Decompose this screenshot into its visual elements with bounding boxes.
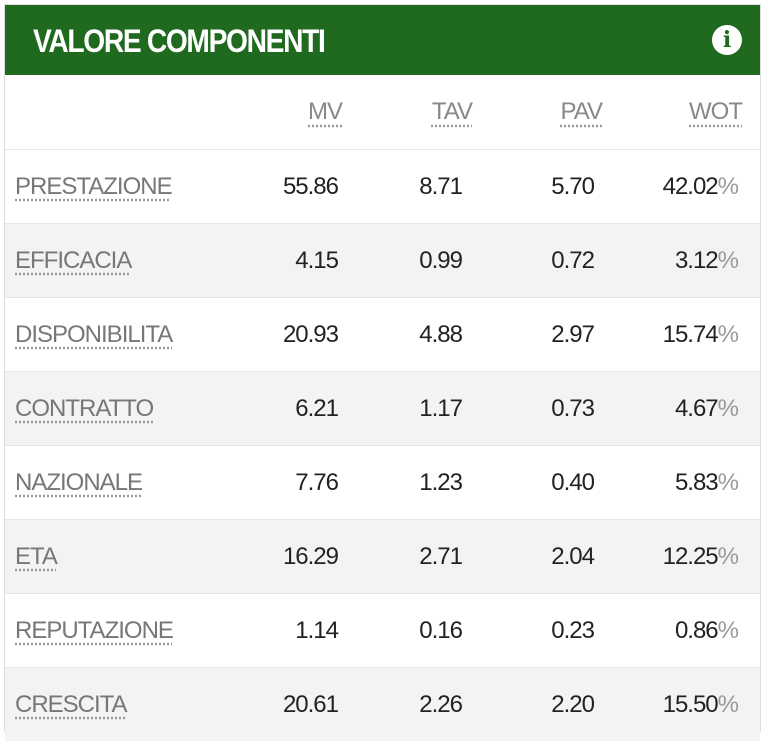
wot-unit: % [718,321,738,348]
value-cell: 4.15 [225,224,360,298]
value-cell: 20.93 [225,298,360,372]
info-icon[interactable]: i [712,25,742,55]
value-cell: 2.97 [490,298,620,372]
card: VALORE COMPONENTI i MV TAV PAV WOT PRESTAZI… [4,4,761,732]
wot-cell: 3.12% [620,224,760,298]
value-cell: 16.29 [225,520,360,594]
wot-value: 4.67 [675,395,718,422]
column-header-text: PAV [561,98,602,125]
row-label-cell: CONTRATTO [5,372,225,446]
wot-unit: % [718,173,738,200]
wot-value: 12.25 [663,543,718,570]
row-label-cell: CRESCITA [5,668,225,741]
wot-unit: % [718,469,738,496]
value-cell: 55.86 [225,150,360,224]
value-cell: 0.40 [490,446,620,520]
row-label: DISPONIBILITA [15,321,172,348]
column-header: MV [225,75,360,150]
row-label-cell: REPUTAZIONE [5,594,225,668]
column-header-text: MV [308,98,342,125]
column-header-text: WOT [689,98,742,125]
row-label-cell: ETA [5,520,225,594]
column-header: WOT [620,75,760,150]
value-cell: 2.04 [490,520,620,594]
value-cell: 0.23 [490,594,620,668]
value-cell: 1.17 [360,372,490,446]
wot-cell: 4.67% [620,372,760,446]
wot-unit: % [718,543,738,570]
wot-cell: 42.02% [620,150,760,224]
blank-header [5,75,225,150]
wot-value: 5.83 [675,469,718,496]
wot-value: 15.74 [663,321,718,348]
value-cell: 7.76 [225,446,360,520]
value-cell: 0.72 [490,224,620,298]
wot-unit: % [718,691,738,718]
wot-cell: 0.86% [620,594,760,668]
wot-cell: 15.74% [620,298,760,372]
value-cell: 0.73 [490,372,620,446]
wot-unit: % [718,247,738,274]
value-cell: 20.61 [225,668,360,741]
value-cell: 4.88 [360,298,490,372]
value-cell: 2.71 [360,520,490,594]
wot-cell: 15.50% [620,668,760,741]
wot-cell: 5.83% [620,446,760,520]
wot-value: 15.50 [663,691,718,718]
row-label-cell: NAZIONALE [5,446,225,520]
value-cell: 5.70 [490,150,620,224]
value-cell: 1.14 [225,594,360,668]
wot-value: 0.86 [675,617,718,644]
row-label: ETA [15,543,57,570]
row-label-cell: DISPONIBILITA [5,298,225,372]
wot-value: 42.02 [663,173,718,200]
value-cell: 2.26 [360,668,490,741]
value-cell: 0.99 [360,224,490,298]
wot-cell: 12.25% [620,520,760,594]
value-cell: 6.21 [225,372,360,446]
row-label: CRESCITA [15,691,127,718]
value-cell: 1.23 [360,446,490,520]
row-label-cell: PRESTAZIONE [5,150,225,224]
column-header-text: TAV [432,98,472,125]
row-label-cell: EFFICACIA [5,224,225,298]
wot-unit: % [718,395,738,422]
row-label: EFFICACIA [15,247,131,274]
wot-value: 3.12 [675,247,718,274]
value-cell: 0.16 [360,594,490,668]
value-cell: 8.71 [360,150,490,224]
wot-unit: % [718,617,738,644]
row-label: CONTRATTO [15,395,153,422]
column-header: TAV [360,75,490,150]
value-cell: 2.20 [490,668,620,741]
header-title: VALORE COMPONENTI [33,23,325,60]
row-label: PRESTAZIONE [15,173,172,200]
header: VALORE COMPONENTI i [5,5,760,75]
row-label: NAZIONALE [15,469,142,496]
column-header: PAV [490,75,620,150]
row-label: REPUTAZIONE [15,617,173,644]
header-row: MV TAV PAV WOT [5,75,760,150]
